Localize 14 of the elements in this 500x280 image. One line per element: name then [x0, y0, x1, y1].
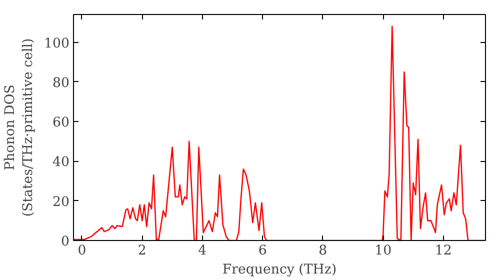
- x-tick-label: 6: [258, 244, 267, 258]
- x-tick-label: 10: [374, 244, 392, 258]
- x-axis-title: Frequency (THz): [222, 262, 337, 278]
- y-tick-label: 100: [44, 36, 70, 52]
- x-tick-label: 8: [318, 244, 328, 258]
- x-tick-label: 12: [434, 244, 452, 258]
- y-tick-label: 60: [52, 116, 70, 131]
- x-tick-label: 0: [78, 244, 86, 258]
- y-axis-title: Phonon DOS (States/THz·primitive cell): [3, 38, 36, 217]
- y-tick-label: 20: [52, 194, 70, 210]
- x-tick-label: 4: [198, 244, 207, 258]
- x-tick-label: 2: [138, 244, 146, 258]
- y-tick-label: 40: [52, 155, 70, 170]
- y-tick-label: 80: [52, 76, 70, 91]
